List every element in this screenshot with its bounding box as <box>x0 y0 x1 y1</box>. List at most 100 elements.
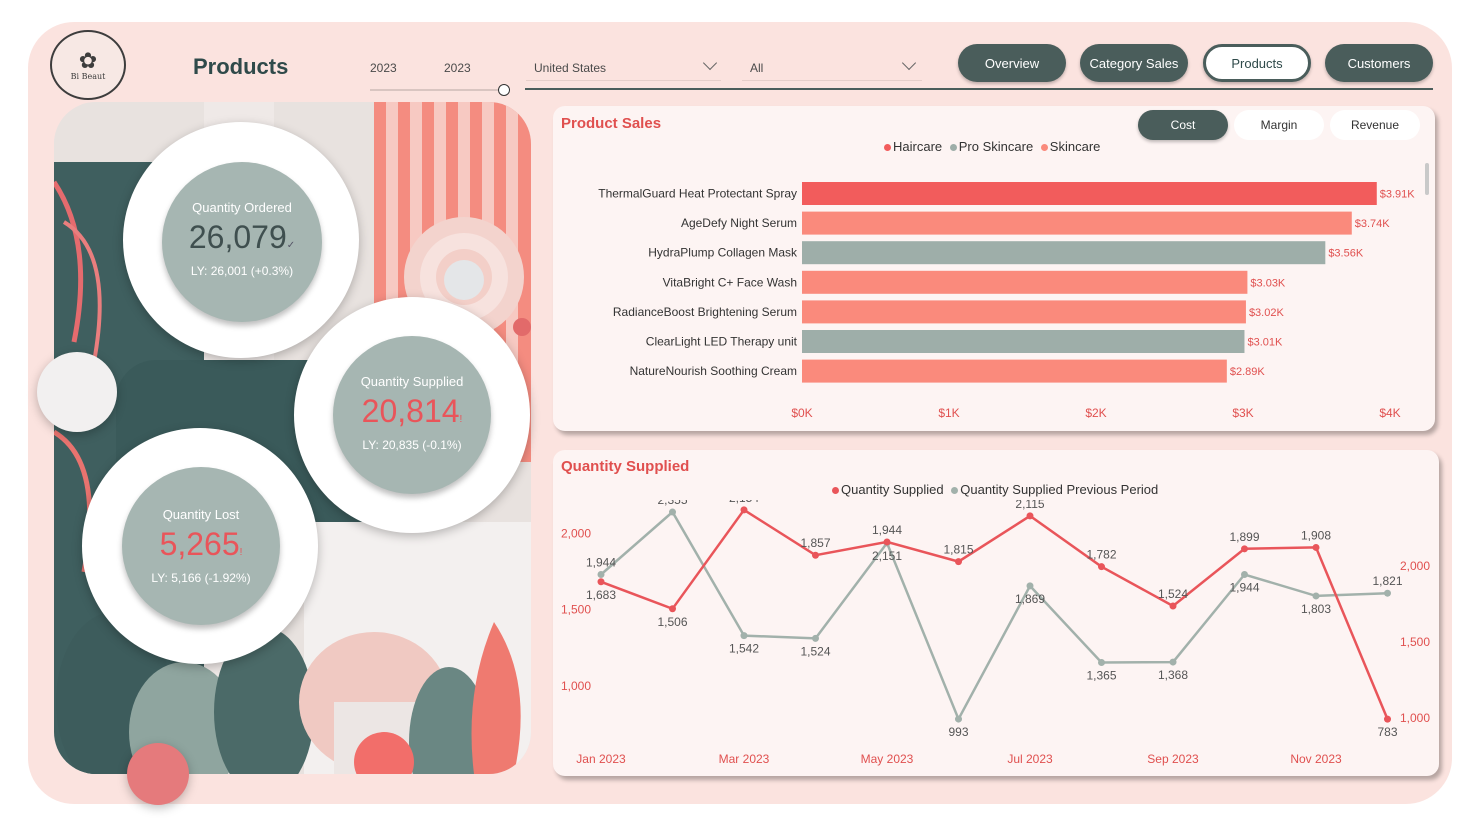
data-label: 1,683 <box>586 588 616 602</box>
series-point <box>955 715 962 723</box>
x-tick-label: Nov 2023 <box>1290 752 1342 766</box>
series-point <box>812 634 819 642</box>
kpi-quantity-ordered: Quantity Ordered 26,079✓ LY: 26,001 (+0.… <box>162 162 322 322</box>
series-point <box>955 558 962 566</box>
legend-dot <box>951 486 959 494</box>
x-tick-label: May 2023 <box>861 752 914 766</box>
kpi-ordered-label: Quantity Ordered <box>192 200 292 215</box>
kpi-ordered-ly: LY: 26,001 (+0.3%) <box>190 264 294 278</box>
legend-haircare: Haircare <box>893 139 943 154</box>
legend-pro-skincare: Pro Skincare <box>958 139 1034 154</box>
data-label: 783 <box>1377 725 1397 739</box>
data-label: 1,524 <box>1158 587 1188 601</box>
kpi-lost-value: 5,265 <box>159 526 240 562</box>
country-dropdown[interactable]: United States <box>534 61 607 75</box>
series-point <box>883 538 891 546</box>
product-sales-scrollbar[interactable] <box>1425 163 1429 195</box>
data-label: 1,869 <box>1015 592 1045 606</box>
nav-customers-button[interactable]: Customers <box>1325 44 1433 82</box>
nav-overview-button[interactable]: Overview <box>958 44 1066 82</box>
nav-category-sales-button[interactable]: Category Sales <box>1080 44 1188 82</box>
legend-quantity-supplied-previous: Quantity Supplied Previous Period <box>960 482 1159 497</box>
decorative-sphere <box>37 352 117 432</box>
series-point <box>1384 715 1391 723</box>
data-label: 2,355 <box>657 500 687 507</box>
lotus-icon: ✿ <box>78 47 98 73</box>
x-tick-label: $0K <box>791 406 812 420</box>
quantity-supplied-card <box>553 450 1439 776</box>
y-right-tick-label: 1,500 <box>1400 635 1430 649</box>
kpi-supplied-value: 20,814 <box>361 393 460 429</box>
decorative-pink-sphere <box>127 743 189 805</box>
y-right-tick-label: 1,000 <box>1400 711 1430 725</box>
x-tick-label: $3K <box>1232 406 1253 420</box>
data-label: 1,899 <box>1229 530 1259 544</box>
legend-quantity-supplied: Quantity Supplied <box>841 482 944 497</box>
x-tick-label: $4K <box>1379 406 1400 420</box>
bar-category-label: RadianceBoost Brightening Serum <box>613 305 797 319</box>
kpi-lost-ly: LY: 5,166 (-1.92%) <box>151 571 251 585</box>
series-point <box>1098 563 1105 571</box>
year-slider-track[interactable] <box>370 89 505 91</box>
category-dropdown[interactable]: All <box>750 61 764 75</box>
x-tick-label: Mar 2023 <box>719 752 770 766</box>
series-point <box>597 571 605 579</box>
bar-category-label: ClearLight LED Therapy unit <box>646 335 798 349</box>
data-label: 1,815 <box>943 543 973 557</box>
bar <box>802 241 1326 265</box>
kpi-ordered-value: 26,079 <box>188 219 287 255</box>
nav-products-button[interactable]: Products <box>1203 44 1311 82</box>
bar-category-label: VitaBright C+ Face Wash <box>663 275 797 289</box>
data-label: 1,944 <box>872 523 902 537</box>
kpi-quantity-supplied: Quantity Supplied 20,814! LY: 20,835 (-0… <box>333 336 491 494</box>
bar-value-label: $3.01K <box>1247 337 1283 349</box>
series-point <box>1241 571 1248 579</box>
quantity-supplied-line-chart: 2,000 2,000 1,500 1,500 1,000 1,000 Jan 2023 Ma… <box>561 500 1430 766</box>
bar-category-label: NatureNourish Soothing Cream <box>630 364 797 378</box>
series-point <box>1169 658 1177 666</box>
series-point <box>1312 592 1320 600</box>
series-point <box>1026 582 1034 590</box>
data-label: 1,908 <box>1301 528 1331 542</box>
bar <box>802 270 1248 294</box>
legend-dot <box>1040 143 1048 151</box>
bar-category-label: HydraPlump Collagen Mask <box>648 246 798 260</box>
year-to-input[interactable]: 2023 <box>444 61 471 75</box>
legend-dot <box>949 143 957 151</box>
data-label: 2,154 <box>729 500 759 505</box>
series-point <box>1098 659 1105 667</box>
legend-dot <box>884 143 891 151</box>
series-point <box>597 578 605 586</box>
toggle-cost-button[interactable]: Cost <box>1138 110 1228 140</box>
bar <box>802 211 1352 235</box>
country-dropdown-underline <box>526 80 721 81</box>
bar-value-label: $3.02K <box>1249 307 1285 319</box>
series-point <box>1241 545 1248 553</box>
bar-value-label: $3.03K <box>1250 277 1286 289</box>
data-label: 1,506 <box>657 615 687 629</box>
series-point <box>740 506 748 514</box>
x-tick-label: $1K <box>938 406 959 420</box>
product-sales-bar-chart: ThermalGuard Heat Protectant Spray $3.91K… <box>598 182 1415 420</box>
data-label: 1,782 <box>1086 548 1116 562</box>
bar <box>802 182 1377 205</box>
bar <box>802 300 1246 324</box>
data-label: 1,365 <box>1086 669 1116 683</box>
series-point <box>740 632 748 640</box>
bar <box>802 330 1245 353</box>
year-from-input[interactable]: 2023 <box>370 61 397 75</box>
category-dropdown-underline <box>742 80 922 81</box>
series-point <box>669 605 676 613</box>
year-slider-handle[interactable] <box>498 84 510 96</box>
series-point <box>1384 589 1391 597</box>
toggle-margin-button[interactable]: Margin <box>1234 110 1324 140</box>
bar-value-label: $3.56K <box>1328 248 1364 260</box>
data-label: 1,944 <box>586 556 616 570</box>
series-point <box>1169 602 1177 610</box>
legend-skincare: Skincare <box>1049 139 1101 154</box>
y-left-tick-label: 2,000 <box>561 526 591 540</box>
x-tick-label: Jul 2023 <box>1007 752 1053 766</box>
toggle-revenue-button[interactable]: Revenue <box>1330 110 1420 140</box>
series-point <box>1026 512 1034 520</box>
product-sales-legend: Haircare Pro Skincare Skincare <box>880 139 1100 154</box>
